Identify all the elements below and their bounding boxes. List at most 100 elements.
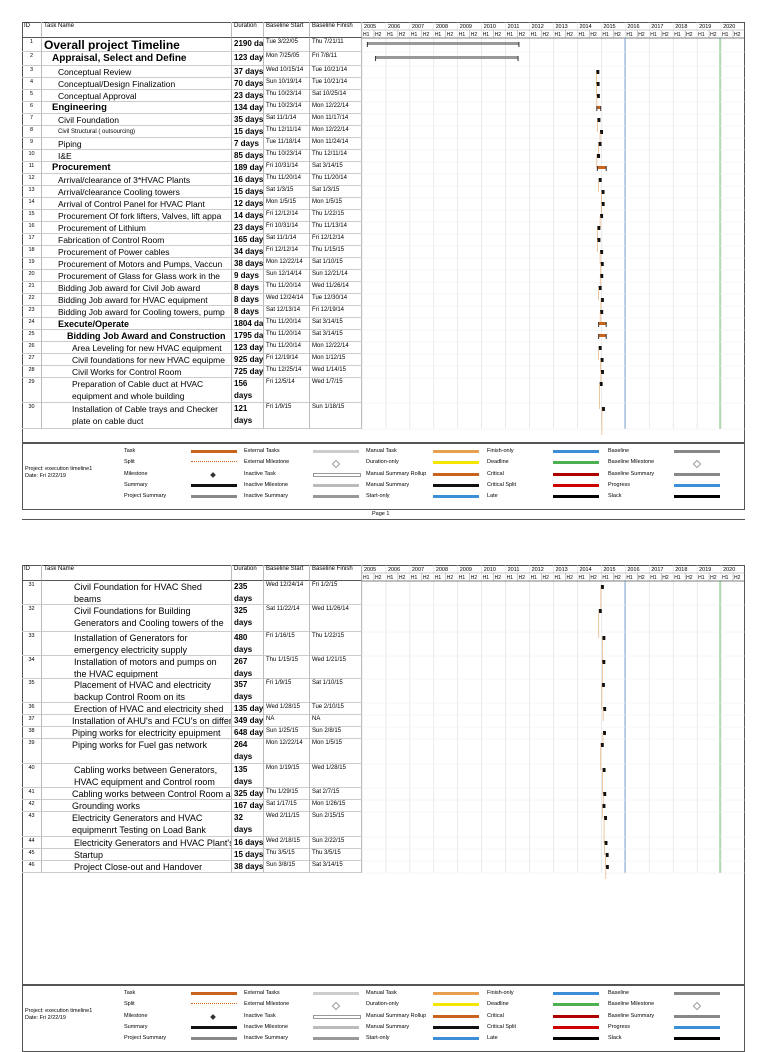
half-label: H2: [471, 32, 478, 38]
year-label: 2012: [532, 567, 544, 573]
legend-label: Task: [124, 990, 136, 996]
legend-label: Progress: [608, 1023, 631, 1030]
half-label: H2: [662, 32, 669, 38]
baseline-finish: Mon 12/22/14: [310, 126, 362, 138]
baseline-finish: Wed 1/21/15: [310, 656, 362, 679]
legend-label: Start-only: [366, 493, 390, 500]
legend-label: Manual Task: [366, 448, 397, 454]
task-bar: [596, 154, 601, 158]
task-bar: [597, 118, 601, 122]
half-label: H2: [710, 575, 717, 581]
legend-label: Start-only: [366, 1035, 390, 1042]
legend-swatch: [191, 461, 237, 463]
task-bar: [600, 130, 604, 134]
task-id: 28: [22, 366, 42, 378]
legend-label: Baseline Milestone: [608, 1001, 655, 1008]
baseline-finish: Sat 1/10/15: [310, 679, 362, 703]
baseline-finish: Thu 12/11/14: [310, 150, 362, 162]
task-id: 6: [22, 102, 42, 114]
task-id: 26: [22, 342, 42, 354]
legend-label: Critical: [487, 1012, 504, 1019]
baseline-start: Sun 3/8/15: [264, 861, 310, 873]
baseline-finish: Mon 12/22/14: [310, 342, 362, 354]
task-name: Procurement of Power cables: [42, 246, 232, 258]
duration: 37 days: [232, 66, 264, 78]
baseline-start: Wed 2/18/15: [264, 837, 310, 849]
legend-label: Baseline Milestone: [608, 459, 655, 466]
legend-date: Date: Fri 2/22/19: [25, 1015, 66, 1021]
task-bar: [596, 82, 600, 86]
baseline-finish: Mon 1/5/15: [310, 739, 362, 764]
half-label: H1: [626, 32, 633, 38]
legend-swatch: [433, 1003, 479, 1007]
half-label: H1: [363, 32, 370, 38]
half-label: H2: [375, 575, 382, 581]
task-bar: [598, 178, 602, 182]
task-name: Area Leveling for new HVAC equipment: [42, 342, 232, 354]
baseline-finish: Sun 12/21/14: [310, 270, 362, 282]
legend-label: Summary: [124, 481, 148, 488]
baseline-finish: Fri 12/19/14: [310, 306, 362, 318]
baseline-finish: Wed 1/14/15: [310, 366, 362, 378]
half-label: H2: [447, 575, 454, 581]
duration: 123 days: [232, 342, 264, 354]
task-id: 4: [22, 78, 42, 90]
summary-bar: [375, 56, 519, 59]
legend-swatch: [433, 461, 479, 465]
task-name: Cabling works between Control Room a: [42, 788, 232, 800]
legend-label: Finish-only: [487, 990, 514, 996]
year-label: 2016: [627, 24, 639, 30]
half-label: H2: [590, 575, 597, 581]
table-frame: [22, 565, 745, 985]
legend-label: Milestone: [124, 1012, 148, 1019]
half-label: H2: [519, 32, 526, 38]
legend-swatch: [191, 1003, 237, 1005]
year-label: 2014: [579, 24, 591, 30]
year-label: 2011: [508, 24, 520, 30]
baseline-start: Thu 10/23/14: [264, 150, 310, 162]
task-name: Overall project Timeline: [42, 38, 232, 52]
baseline-start: Thu 11/20/14: [264, 342, 310, 354]
task-id: 43: [22, 812, 42, 837]
legend-label: Split: [124, 1001, 135, 1008]
baseline-start: Mon 7/25/05: [264, 52, 310, 66]
year-label: 2007: [412, 567, 424, 573]
page-rule: [22, 519, 745, 520]
task-name: Procurement: [42, 162, 232, 174]
half-label: H1: [435, 32, 442, 38]
baseline-finish: Tue 10/21/14: [310, 78, 362, 90]
baseline-finish: Wed 1/28/15: [310, 764, 362, 788]
duration: 23 days: [232, 222, 264, 234]
task-name: Engineering: [42, 102, 232, 114]
baseline-start: Sun 12/14/14: [264, 270, 310, 282]
baseline-start: Mon 12/22/14: [264, 258, 310, 270]
half-label: H1: [555, 575, 562, 581]
duration: 85 days: [232, 150, 264, 162]
column-header: Baseline Finish: [310, 22, 362, 38]
task-name: Execute/Operate: [42, 318, 232, 330]
baseline-start: Thu 11/20/14: [264, 174, 310, 186]
year-label: 2014: [579, 567, 591, 573]
task-name: Bidding Job award for HVAC equipment: [42, 294, 232, 306]
task-name: Procurement of Glass for Glass work in t…: [42, 270, 232, 282]
duration: 925 days: [232, 354, 264, 366]
baseline-start: Sun 10/19/14: [264, 78, 310, 90]
task-name: Placement of HVAC and electricity backup…: [42, 679, 232, 703]
baseline-start: Fri 12/12/14: [264, 210, 310, 222]
baseline-start: Tue 11/18/14: [264, 138, 310, 150]
duration: 15 days: [232, 126, 264, 138]
legend-swatch: [692, 1002, 702, 1011]
task-id: 44: [22, 837, 42, 849]
page: ID Task Name Duration Baseline Start Baselin…: [22, 22, 745, 1052]
legend-label: Duration-only: [366, 459, 399, 466]
task-id: 11: [22, 162, 42, 174]
task-name: Preparation of Cable duct at HVAC equipm…: [42, 378, 232, 403]
baseline-start: Sun 1/25/15: [264, 727, 310, 739]
legend-label: Manual Summary: [366, 481, 410, 488]
half-label: H2: [734, 575, 741, 581]
baseline-start: Wed 12/24/14: [264, 294, 310, 306]
half-label: H1: [459, 575, 466, 581]
baseline-finish: Sat 2/7/15: [310, 788, 362, 800]
legend-label: Inactive Task: [244, 470, 276, 477]
half-label: H1: [531, 32, 538, 38]
